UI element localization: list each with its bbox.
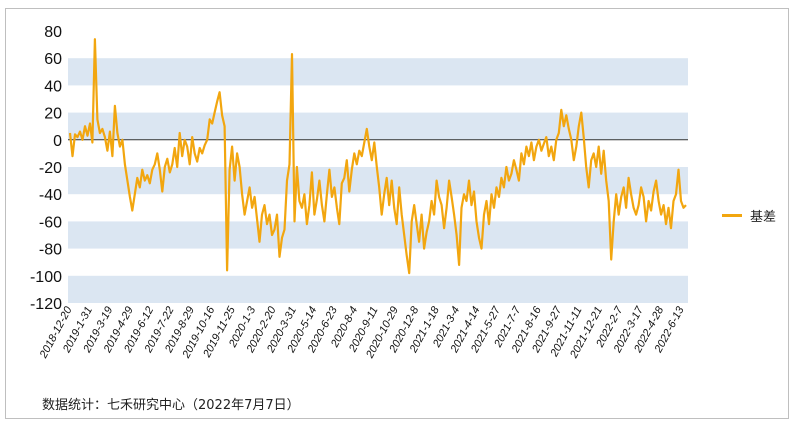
- legend: 基差: [722, 206, 776, 225]
- y-tick-label: -20: [39, 160, 62, 177]
- y-tick-label: 60: [44, 51, 62, 68]
- y-tick-label: -60: [39, 214, 62, 231]
- grid-band: [68, 112, 688, 140]
- y-tick-label: 80: [44, 24, 62, 41]
- legend-swatch: [722, 214, 742, 217]
- y-axis: 80 60 40 20 0 -20 -40 -60 -80 -100 -120: [30, 24, 62, 313]
- grid-band: [68, 221, 688, 249]
- y-tick-label: -100: [30, 269, 62, 286]
- y-tick-label: -80: [39, 242, 62, 259]
- y-tick-label: -120: [30, 296, 62, 313]
- y-tick-label: 20: [44, 106, 62, 123]
- series-line-basis: [68, 38, 687, 275]
- legend-label: 基差: [750, 210, 777, 225]
- y-tick-label: -40: [39, 187, 62, 204]
- grid-band: [68, 275, 688, 303]
- grid-bands: [68, 58, 688, 303]
- y-tick-label: 0: [53, 133, 62, 150]
- source-note: 数据统计：七禾研究中心（2022年7月7日）: [42, 398, 300, 413]
- grid-band: [68, 58, 688, 86]
- x-axis: 2018-12-202019-1-312019-3-192019-4-29201…: [37, 304, 687, 361]
- y-tick-label: 40: [44, 78, 62, 95]
